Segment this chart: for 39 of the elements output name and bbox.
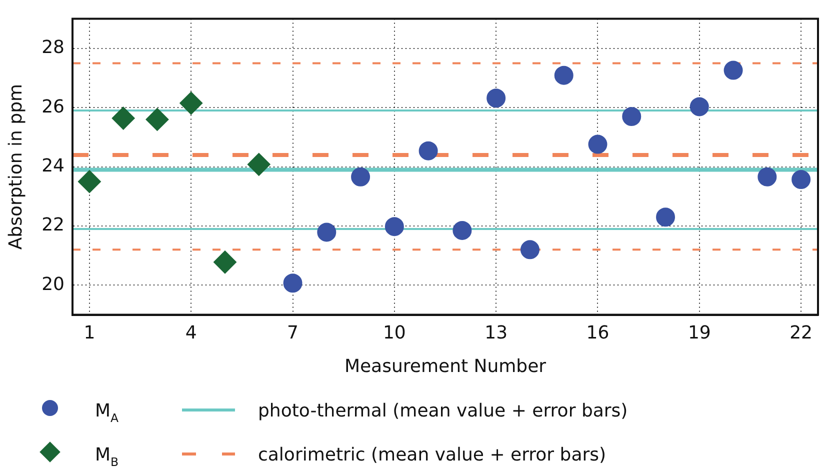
- point: [351, 167, 370, 186]
- y-axis-title: Absorption in ppm: [5, 84, 26, 250]
- y-tick-label: 20: [42, 274, 65, 295]
- point: [112, 106, 135, 130]
- point: [283, 274, 302, 293]
- y-tick-label: 28: [42, 37, 65, 58]
- point: [180, 92, 203, 115]
- point: [758, 167, 777, 186]
- y-tick-label: 26: [42, 96, 65, 118]
- point: [690, 97, 709, 116]
- point: [146, 108, 169, 131]
- point: [554, 66, 574, 85]
- x-tick-label: 4: [185, 322, 197, 344]
- x-axis-title: Measurement Number: [344, 356, 547, 377]
- point: [247, 152, 270, 176]
- x-tick-label: 16: [586, 322, 610, 344]
- y-tick-label: 22: [42, 214, 65, 236]
- x-tick-label: 1: [84, 322, 96, 344]
- point: [317, 222, 336, 242]
- point: [588, 134, 608, 154]
- point: [622, 106, 642, 126]
- x-tick-label: 10: [382, 322, 406, 344]
- point: [213, 250, 236, 274]
- point: [520, 240, 540, 260]
- point: [78, 170, 101, 194]
- point: [792, 170, 811, 190]
- legend-label: calorimetric (mean value + error bars): [258, 444, 606, 466]
- point: [724, 60, 743, 80]
- point: [486, 88, 506, 108]
- y-tick-label: 24: [42, 155, 65, 176]
- legend-label: photo-thermal (mean value + error bars): [258, 400, 628, 422]
- x-tick-label: 7: [287, 322, 298, 344]
- point: [452, 220, 472, 240]
- point: [384, 217, 404, 236]
- x-tick-label: 19: [688, 322, 711, 344]
- x-tick-label: 22: [790, 322, 813, 344]
- point: [418, 141, 438, 160]
- point: [656, 208, 676, 227]
- x-tick-label: 13: [484, 322, 508, 344]
